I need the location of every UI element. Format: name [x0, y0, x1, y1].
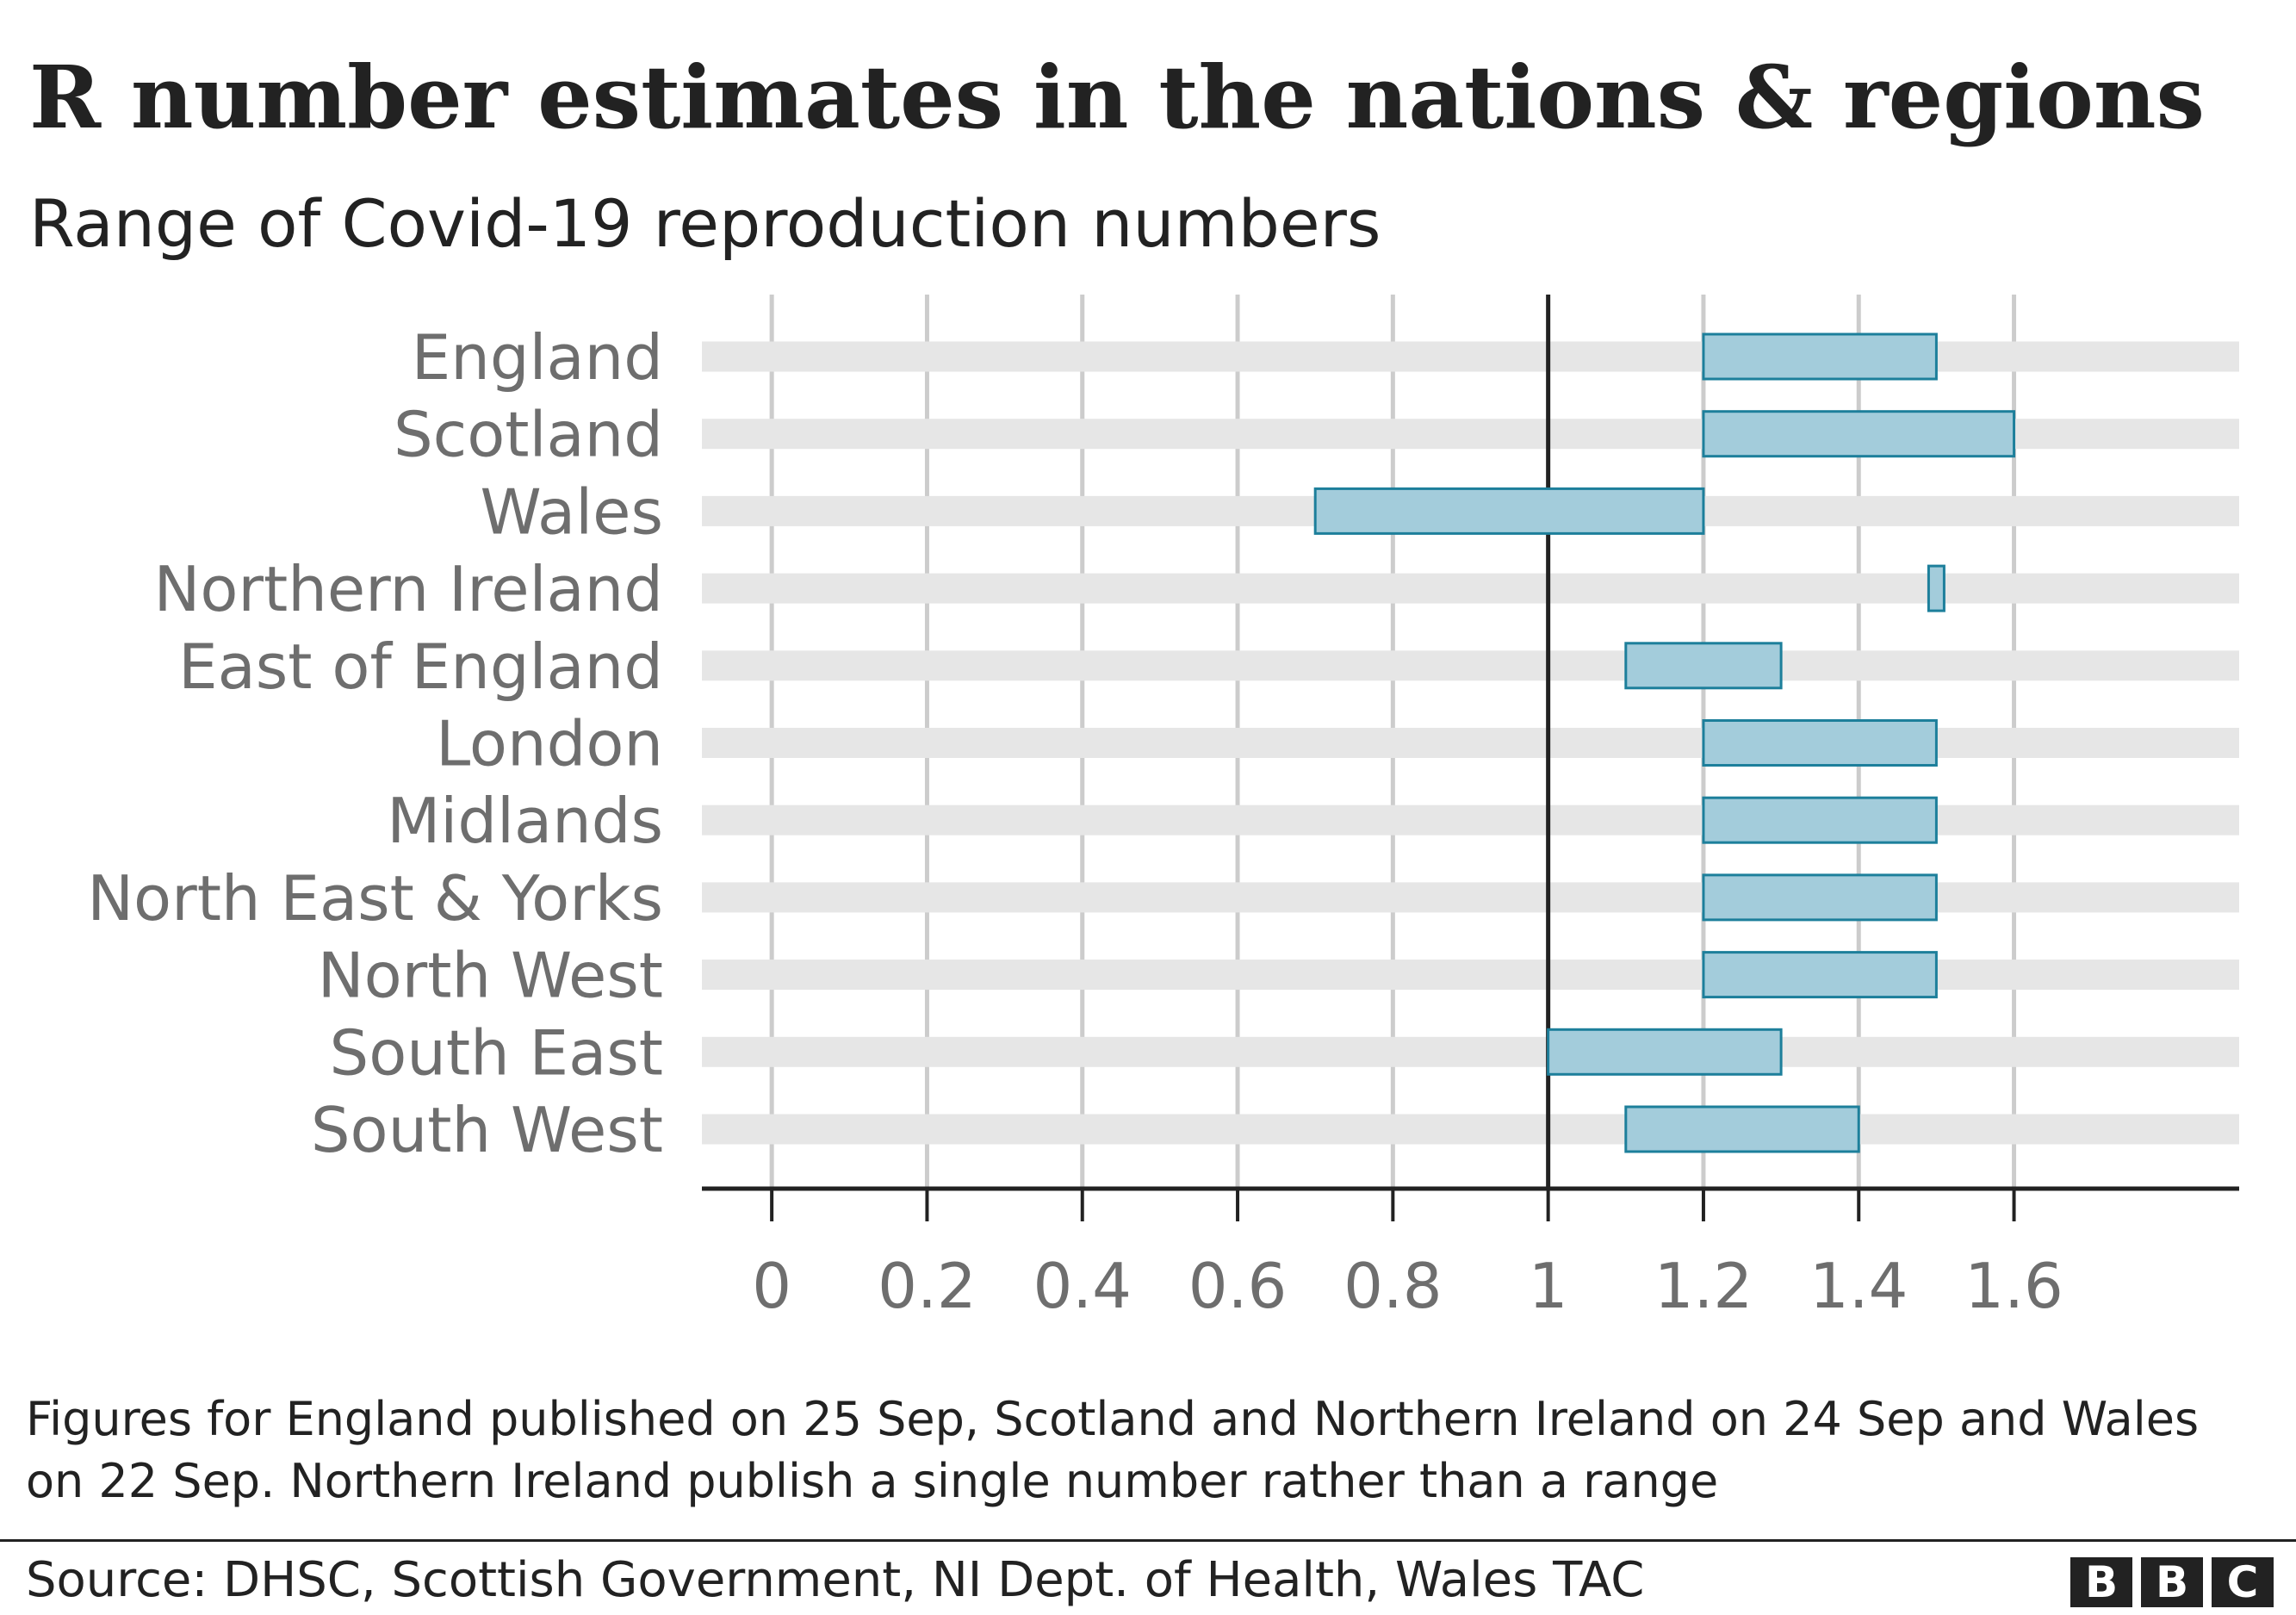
x-tick-label: 1.4 [1809, 1250, 1908, 1322]
x-tick-label: 0.2 [878, 1250, 977, 1322]
range-bar [1313, 487, 1705, 535]
category-label: Northern Ireland [153, 553, 663, 625]
range-bar [1702, 719, 1938, 767]
category-label: East of England [178, 630, 663, 703]
chart-footnote: Figures for England published on 25 Sep,… [26, 1392, 2200, 1508]
category-label: Midlands [387, 785, 663, 857]
row-band [702, 573, 2239, 604]
range-bar [1702, 796, 1938, 844]
category-label: England [412, 321, 663, 394]
range-bar [1624, 642, 1783, 690]
category-label: South East [330, 1016, 664, 1089]
category-label: London [436, 708, 663, 780]
chart-title: R number estimates in the nations & regi… [29, 47, 2205, 148]
bbc-logo-letter: B [2070, 1557, 2132, 1607]
category-label: Wales [480, 475, 663, 548]
row-band [702, 804, 2239, 835]
range-bar [1702, 410, 2016, 458]
category-label: North East & Yorks [87, 862, 663, 935]
axis-layer: 0 0.2 0.4 0.6 0.8 1 1.2 1.4 1.6 [702, 1186, 2239, 1322]
footer-divider [0, 1539, 2296, 1542]
row-band [702, 650, 2239, 681]
row-band [702, 960, 2239, 991]
range-bar-layer [1313, 332, 2016, 1153]
x-tick-label: 0.6 [1188, 1250, 1288, 1322]
row-band [702, 728, 2239, 758]
range-bar [1702, 332, 1938, 381]
x-tick-label: 1 [1529, 1250, 1568, 1322]
row-band-layer [702, 341, 2239, 1145]
row-band [702, 341, 2239, 372]
range-bar [1547, 1028, 1783, 1076]
bbc-logo-letter: B [2141, 1557, 2203, 1607]
chart-subtitle: Range of Covid-19 reproduction numbers [29, 185, 1381, 262]
x-tick-label: 0.8 [1343, 1250, 1443, 1322]
row-band [702, 1036, 2239, 1067]
range-bar [1624, 1105, 1860, 1153]
category-label: North West [318, 940, 663, 1012]
x-tick-label: 0 [752, 1250, 791, 1322]
range-bar [1702, 873, 1938, 922]
x-tick-label: 0.4 [1033, 1250, 1132, 1322]
x-tick-label: 1.2 [1654, 1250, 1753, 1322]
category-label: Scotland [394, 399, 663, 471]
source-credit: Source: DHSC, Scottish Government, NI De… [26, 1552, 1645, 1608]
range-bar [1927, 564, 1945, 612]
bbc-logo-letter: C [2212, 1557, 2274, 1607]
row-band [702, 1114, 2239, 1145]
range-bar [1702, 951, 1938, 999]
row-band [702, 882, 2239, 913]
category-label: South West [311, 1094, 663, 1166]
bbc-logo: B B C [2070, 1557, 2274, 1607]
x-tick-label: 1.6 [1964, 1250, 2063, 1322]
